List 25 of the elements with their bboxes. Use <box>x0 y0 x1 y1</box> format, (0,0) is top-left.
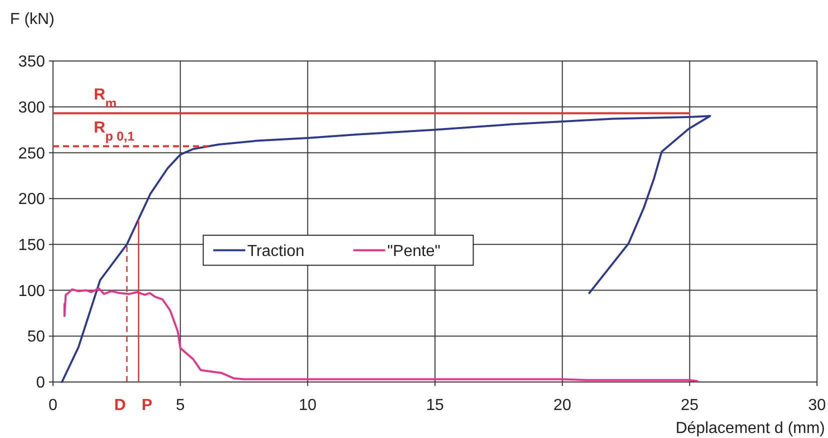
y-tick-label: 200 <box>18 191 46 208</box>
x-tick-label: 30 <box>808 397 826 414</box>
legend-label: "Pente" <box>387 242 440 260</box>
y-tick-label: 250 <box>18 145 46 162</box>
y-axis-title: F (kN) <box>10 11 54 28</box>
legend-label: Traction <box>247 242 304 260</box>
y-tick-label: 350 <box>18 54 46 71</box>
ref-line-label: R$_{m}$ <box>94 86 117 110</box>
ref-line-label: R$_{p 0,1}$ <box>94 119 134 143</box>
ref-line-label: P <box>142 397 153 414</box>
x-tick-label: 15 <box>426 397 444 414</box>
y-tick-label: 150 <box>18 237 46 254</box>
x-tick-label: 0 <box>48 397 58 414</box>
y-tick-label: 300 <box>18 99 46 116</box>
line-series <box>63 287 698 382</box>
x-axis-title: Déplacement d (mm) <box>676 420 825 437</box>
x-tick-label: 10 <box>298 397 317 414</box>
y-tick-label: 100 <box>18 282 46 300</box>
x-tick-label: 20 <box>553 397 572 414</box>
x-tick-label: 25 <box>680 397 699 414</box>
ref-line-label: D <box>114 397 126 414</box>
y-tick-label: 0 <box>36 374 46 392</box>
y-tick-label: 50 <box>27 328 46 346</box>
x-tick-label: 5 <box>176 397 185 414</box>
line-series <box>60 115 712 383</box>
